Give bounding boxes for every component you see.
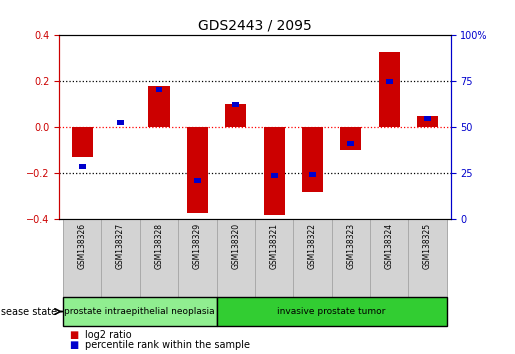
- Text: GSM138320: GSM138320: [231, 223, 240, 269]
- Bar: [417, 116, 438, 127]
- Text: ■: ■: [70, 330, 79, 339]
- Bar: [408, 219, 447, 297]
- Bar: [101, 219, 140, 297]
- Bar: [255, 219, 294, 297]
- Bar: [216, 297, 447, 326]
- Text: percentile rank within the sample: percentile rank within the sample: [85, 340, 250, 350]
- Bar: [424, 116, 431, 121]
- Bar: [140, 219, 178, 297]
- Bar: [79, 164, 85, 169]
- Text: GSM138321: GSM138321: [270, 223, 279, 269]
- Bar: [264, 127, 285, 215]
- Text: GSM138328: GSM138328: [154, 223, 163, 269]
- Text: GSM138324: GSM138324: [385, 223, 394, 269]
- Bar: [72, 127, 93, 157]
- Bar: [225, 104, 246, 127]
- Text: log2 ratio: log2 ratio: [85, 330, 132, 339]
- Bar: [386, 79, 392, 84]
- Text: GSM138329: GSM138329: [193, 223, 202, 269]
- Bar: [348, 141, 354, 146]
- Bar: [379, 51, 400, 127]
- Text: GSM138327: GSM138327: [116, 223, 125, 269]
- Text: GSM138326: GSM138326: [78, 223, 87, 269]
- Bar: [370, 219, 408, 297]
- Bar: [117, 120, 124, 125]
- Text: prostate intraepithelial neoplasia: prostate intraepithelial neoplasia: [64, 307, 215, 316]
- Bar: [294, 219, 332, 297]
- Bar: [216, 219, 255, 297]
- Bar: [156, 87, 162, 92]
- Bar: [340, 127, 362, 150]
- Bar: [302, 127, 323, 192]
- Bar: [187, 127, 208, 212]
- Title: GDS2443 / 2095: GDS2443 / 2095: [198, 19, 312, 33]
- Bar: [194, 178, 201, 183]
- Text: GSM138323: GSM138323: [347, 223, 355, 269]
- Bar: [309, 172, 316, 177]
- Bar: [148, 86, 169, 127]
- Text: GSM138322: GSM138322: [308, 223, 317, 269]
- Bar: [271, 173, 278, 178]
- Bar: [63, 219, 101, 297]
- Bar: [232, 102, 239, 107]
- Bar: [178, 219, 216, 297]
- Text: GSM138325: GSM138325: [423, 223, 432, 269]
- Bar: [332, 219, 370, 297]
- Text: disease state: disease state: [0, 307, 57, 316]
- Text: ■: ■: [70, 340, 79, 350]
- Bar: [63, 297, 216, 326]
- Text: invasive prostate tumor: invasive prostate tumor: [278, 307, 386, 316]
